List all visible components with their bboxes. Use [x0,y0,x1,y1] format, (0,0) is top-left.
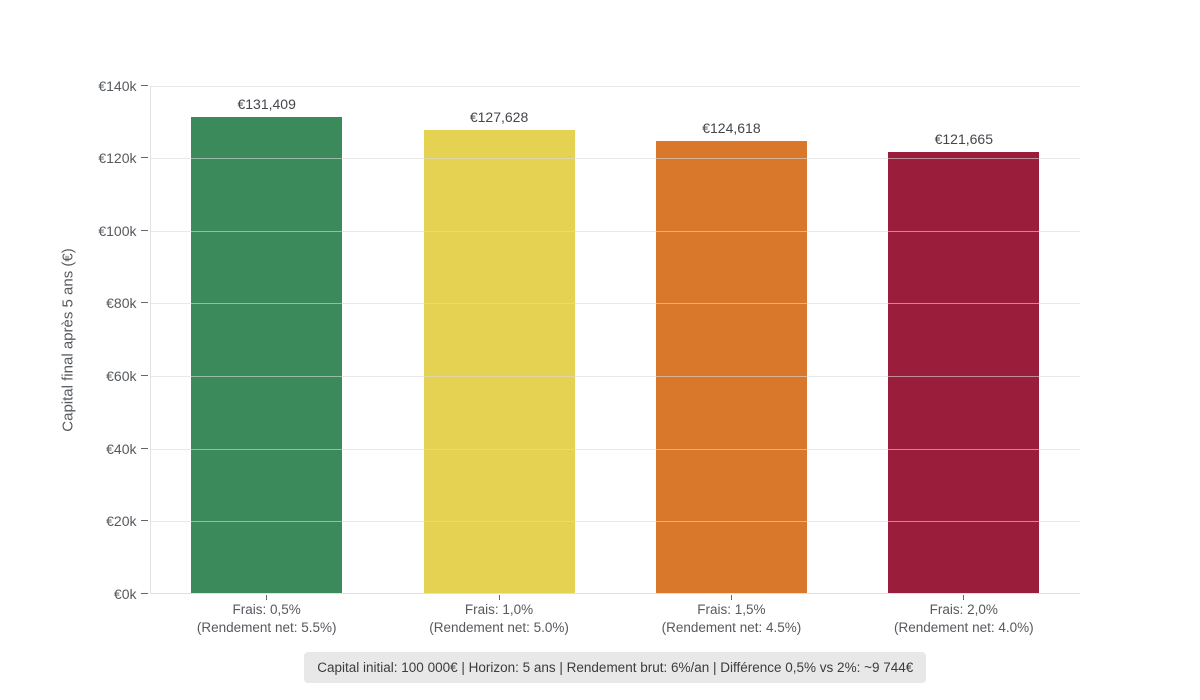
y-tick-label: €0k [113,586,137,602]
x-tick-label: Frais: 0,5% (Rendement net: 5.5%) [196,602,337,635]
y-tick-mark [140,302,148,304]
x-tick-mark [266,595,268,600]
y-tick-label: €60k [106,368,137,385]
gridline [150,448,1080,450]
x-tick-mark [498,595,500,600]
x-tick-mark [963,595,965,600]
x-tick-label: Frais: 2,0% (Rendement net: 4.0%) [894,602,1034,635]
gridline [150,85,1080,87]
y-tick-label: €100k [98,222,137,239]
bar-frais-1-5[interactable] [655,141,807,594]
bar-value-label: €124,618 [702,120,761,137]
y-tick-mark [140,229,148,231]
x-tick-mark [730,595,732,600]
gridline [150,230,1080,232]
caption-badge: Capital initial: 100 000€ | Horizon: 5 a… [304,652,927,683]
plot-area [150,85,1080,594]
bar-frais-2-0[interactable] [888,152,1040,594]
gridline [150,158,1080,160]
gridline [150,521,1080,523]
x-tick-label: Frais: 1,0% (Rendement net: 5.0%) [429,602,569,635]
x-axis-line [150,593,1080,594]
y-tick-label: €80k [106,295,137,312]
y-tick-label: €20k [106,513,137,530]
bar-value-label: €121,665 [934,131,994,148]
y-tick-mark [140,84,148,86]
bar-value-label: €127,628 [469,109,529,126]
y-tick-label: €140k [98,77,137,94]
bar-frais-1-0[interactable] [423,130,575,594]
gridline [150,376,1080,378]
y-tick-mark [140,520,148,522]
x-tick-label: Frais: 1,5% (Rendement net: 4.5%) [661,602,802,635]
bar-value-label: €131,409 [237,95,296,112]
y-axis-line [149,85,151,594]
y-tick-mark [140,157,148,159]
y-axis-title: Capital final après 5 ans (€) [59,248,77,432]
gridline [150,303,1080,305]
y-tick-mark [140,447,148,449]
y-tick-label: €120k [98,150,137,167]
bar-frais-0-5[interactable] [191,116,343,594]
y-tick-mark [140,375,148,377]
y-tick-mark [140,593,148,594]
y-tick-label: €40k [106,440,137,457]
